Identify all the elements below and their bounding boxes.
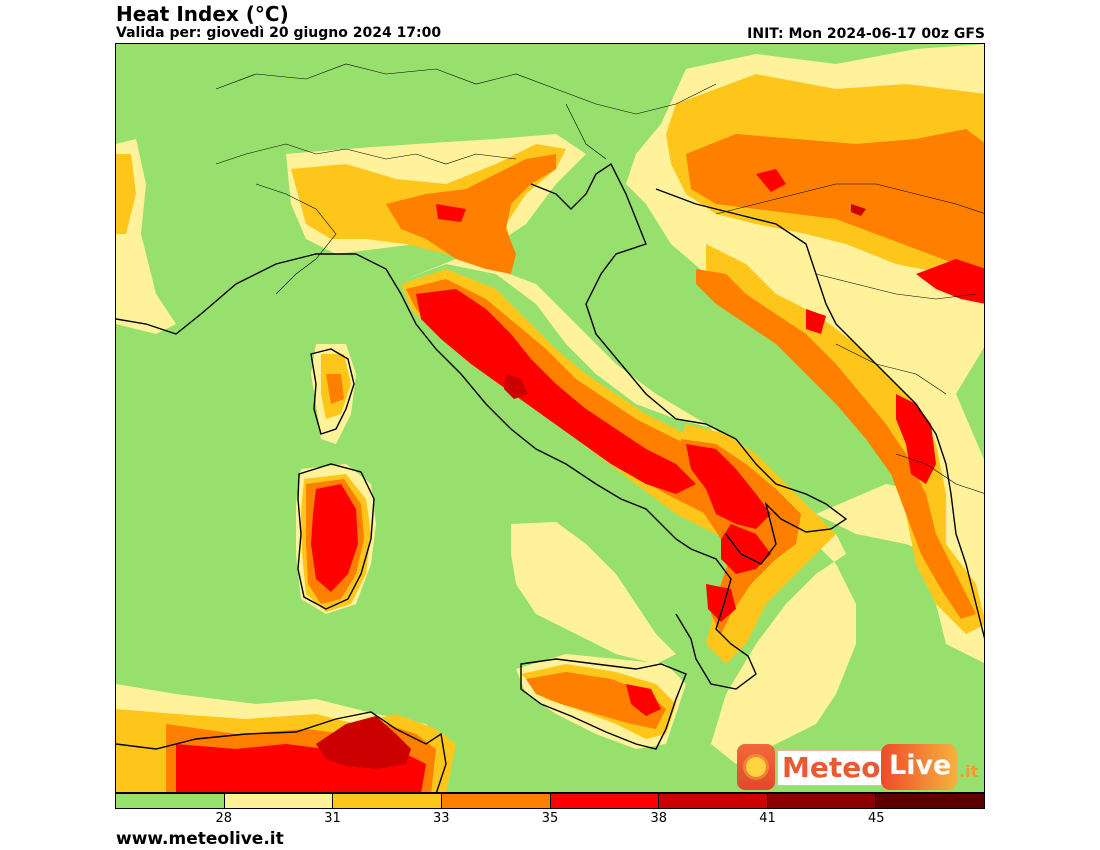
colorbar-segment <box>333 794 442 808</box>
logo-suffix: .it <box>959 762 979 781</box>
colorbar-tick: 31 <box>324 811 341 826</box>
init-time: INIT: Mon 2024-06-17 00z GFS <box>747 26 985 42</box>
coastlines <box>116 162 984 792</box>
colorbar-tick: 35 <box>541 811 559 826</box>
logo-word-meteo: Meteo <box>777 750 886 786</box>
footer-url: www.meteolive.it <box>116 829 284 849</box>
sun-icon <box>737 744 775 790</box>
zone-38-41 <box>316 204 866 769</box>
colorbar-tick: 38 <box>650 811 668 826</box>
colorbar-segment <box>116 794 225 808</box>
heat-index-map: Meteo Live .it <box>115 43 985 793</box>
colorbar-tick: 28 <box>215 811 233 826</box>
colorbar-ticks: 28 31 33 35 38 41 45 <box>115 811 985 829</box>
meteolive-logo: Meteo Live .it <box>737 744 983 790</box>
colorbar-segment <box>876 794 984 808</box>
logo-word-live: Live <box>889 750 952 781</box>
colorbar-segment <box>659 794 768 808</box>
country-borders <box>215 63 984 494</box>
colorbar-tick: 41 <box>759 811 776 826</box>
chart-title: Heat Index (°C) <box>116 2 289 26</box>
colorbar-segment <box>441 794 551 808</box>
valid-time: Valida per: giovedì 20 giugno 2024 17:00 <box>116 25 442 41</box>
logo-live-box: Live <box>881 744 957 790</box>
colorbar-segment <box>224 794 334 808</box>
colorbar-segment <box>767 794 877 808</box>
colorbar-tick: 33 <box>432 811 450 826</box>
map-canvas <box>116 44 984 792</box>
colorbar-tick: 45 <box>867 811 885 826</box>
colorbar <box>115 793 985 809</box>
zone-35-38 <box>176 169 984 792</box>
colorbar-segment <box>550 794 660 808</box>
